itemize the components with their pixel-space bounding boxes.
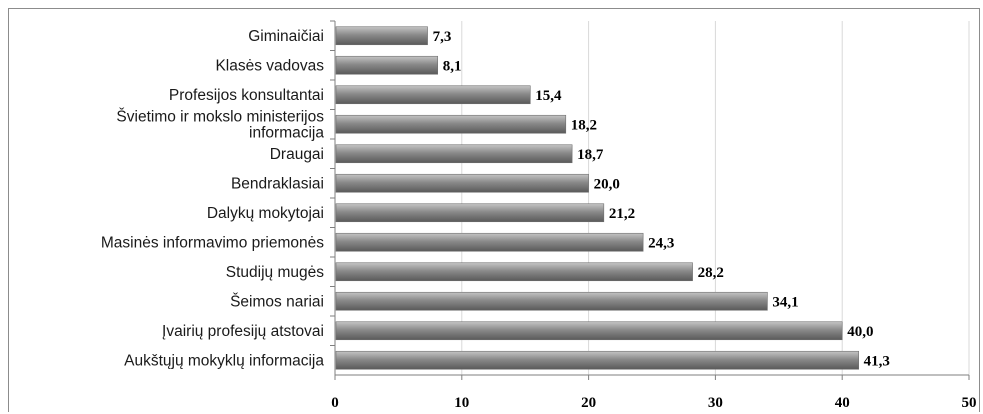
category-label: Masinės informavimo priemonės bbox=[101, 234, 324, 251]
category-label-line: Bendraklasiai bbox=[231, 175, 324, 192]
value-label: 28,2 bbox=[698, 265, 724, 281]
axes bbox=[330, 20, 970, 380]
category-label-line: Šeimos nariai bbox=[230, 293, 324, 310]
value-label: 20,0 bbox=[594, 176, 620, 192]
bar bbox=[335, 144, 573, 164]
category-label: Dalykų mokytojai bbox=[207, 205, 324, 222]
bars bbox=[335, 26, 859, 370]
x-tick-label: 20 bbox=[581, 395, 596, 411]
x-tick-label: 0 bbox=[331, 395, 339, 411]
value-label: 18,7 bbox=[577, 147, 604, 163]
value-label: 40,0 bbox=[847, 324, 873, 340]
value-label: 41,3 bbox=[864, 353, 890, 369]
bar bbox=[335, 321, 843, 341]
value-label: 24,3 bbox=[648, 235, 674, 251]
category-label-line: Klasės vadovas bbox=[215, 57, 324, 74]
category-label-line: Įvairių profesijų atstovai bbox=[162, 323, 324, 340]
category-label: Įvairių profesijų atstovai bbox=[162, 323, 324, 340]
gridlines bbox=[461, 21, 970, 375]
bar bbox=[335, 55, 439, 75]
x-tick-label: 10 bbox=[454, 395, 469, 411]
bar bbox=[335, 203, 605, 223]
category-label: Bendraklasiai bbox=[231, 175, 324, 192]
category-label: Švietimo ir mokslo ministerijos informaci… bbox=[116, 108, 324, 141]
category-label: Klasės vadovas bbox=[215, 57, 324, 74]
value-label: 21,2 bbox=[609, 206, 635, 222]
category-label: Draugai bbox=[270, 146, 324, 163]
bar bbox=[335, 350, 859, 370]
category-label: Aukštųjų mokyklų informacija bbox=[124, 352, 324, 369]
value-label: 7,3 bbox=[433, 29, 452, 45]
bar bbox=[335, 85, 531, 105]
category-label-line: Studijų mugės bbox=[226, 264, 324, 281]
x-tick-label: 30 bbox=[708, 395, 723, 411]
value-label: 8,1 bbox=[443, 58, 462, 74]
labels: 0 10 20 30 40 50 7,3 Giminaičiai 8,1 Klasės vadov… bbox=[101, 28, 977, 411]
bar bbox=[335, 26, 428, 46]
category-label-line: Aukštųjų mokyklų informacija bbox=[124, 352, 324, 369]
bar bbox=[335, 173, 589, 193]
category-label: Giminaičiai bbox=[248, 28, 324, 45]
category-label: Studijų mugės bbox=[226, 264, 324, 281]
bar bbox=[335, 114, 567, 134]
category-label-line: Giminaičiai bbox=[248, 28, 324, 45]
category-label-line: Profesijos konsultantai bbox=[169, 87, 324, 104]
category-label: Profesijos konsultantai bbox=[169, 87, 324, 104]
x-tick-label: 50 bbox=[962, 395, 977, 411]
bar bbox=[335, 262, 693, 282]
bar bbox=[335, 291, 768, 311]
category-label-line: Švietimo ir mokslo ministerijos bbox=[116, 108, 324, 125]
category-label-line: Draugai bbox=[270, 146, 324, 163]
category-label-line: Masinės informavimo priemonės bbox=[101, 234, 324, 251]
category-label-line: informacija bbox=[249, 124, 324, 141]
bar bbox=[335, 232, 644, 252]
category-label: Šeimos nariai bbox=[230, 293, 324, 310]
value-label: 18,2 bbox=[571, 117, 597, 133]
category-label-line: Dalykų mokytojai bbox=[207, 205, 324, 222]
value-label: 34,1 bbox=[772, 294, 798, 310]
x-tick-label: 40 bbox=[835, 395, 850, 411]
value-label: 15,4 bbox=[535, 88, 562, 104]
